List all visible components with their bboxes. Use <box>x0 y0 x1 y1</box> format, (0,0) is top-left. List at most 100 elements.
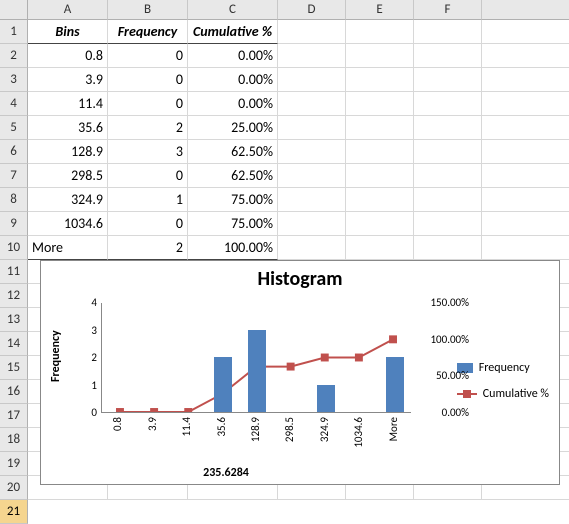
cell[interactable] <box>278 236 346 260</box>
cell[interactable] <box>278 92 346 116</box>
cell[interactable]: Cumulative % <box>188 20 278 44</box>
cell[interactable] <box>278 68 346 92</box>
cell[interactable]: 0 <box>108 164 188 188</box>
cell[interactable]: 2 <box>108 236 188 260</box>
cell[interactable] <box>346 92 414 116</box>
cell[interactable]: 0.00% <box>188 68 278 92</box>
cell[interactable] <box>278 164 346 188</box>
row-header[interactable]: 10 <box>0 236 28 260</box>
cell[interactable]: 3 <box>108 140 188 164</box>
row-header[interactable]: 2 <box>0 44 28 68</box>
cell[interactable] <box>482 116 569 140</box>
column-header[interactable]: C <box>188 0 278 20</box>
row-header[interactable]: 6 <box>0 140 28 164</box>
cell[interactable]: 25.00% <box>188 116 278 140</box>
cell[interactable]: 100.00% <box>188 236 278 260</box>
cell[interactable] <box>414 20 482 44</box>
cell[interactable]: 0.8 <box>28 44 108 68</box>
row-header[interactable]: 21 <box>0 500 28 524</box>
cell[interactable] <box>346 164 414 188</box>
embedded-chart[interactable]: Histogram Frequency 235.6284 Frequency C… <box>40 260 560 485</box>
cell[interactable] <box>482 92 569 116</box>
cell[interactable] <box>346 140 414 164</box>
row-header[interactable]: 4 <box>0 92 28 116</box>
cell[interactable] <box>482 188 569 212</box>
row-header[interactable]: 8 <box>0 188 28 212</box>
cell[interactable] <box>482 236 569 260</box>
cell[interactable] <box>414 164 482 188</box>
cell[interactable]: 1034.6 <box>28 212 108 236</box>
row-header[interactable]: 1 <box>0 20 28 44</box>
cell[interactable] <box>414 68 482 92</box>
row-header[interactable]: 19 <box>0 452 28 476</box>
cell[interactable]: 75.00% <box>188 188 278 212</box>
cell[interactable] <box>414 212 482 236</box>
cell[interactable]: 0 <box>108 44 188 68</box>
column-header[interactable] <box>482 0 569 20</box>
row-header[interactable]: 5 <box>0 116 28 140</box>
cell[interactable] <box>278 140 346 164</box>
cell[interactable]: 1 <box>108 188 188 212</box>
cell[interactable] <box>346 44 414 68</box>
cell[interactable]: 35.6 <box>28 116 108 140</box>
cell[interactable] <box>346 20 414 44</box>
cell[interactable] <box>278 44 346 68</box>
cell[interactable] <box>414 116 482 140</box>
cell[interactable] <box>278 212 346 236</box>
row-header[interactable]: 20 <box>0 476 28 500</box>
row-header[interactable]: 15 <box>0 356 28 380</box>
cell[interactable] <box>414 188 482 212</box>
cell[interactable]: 11.4 <box>28 92 108 116</box>
cell[interactable] <box>346 116 414 140</box>
cell[interactable]: More <box>28 236 108 260</box>
row-header[interactable]: 9 <box>0 212 28 236</box>
cell[interactable] <box>278 20 346 44</box>
cell[interactable]: 75.00% <box>188 212 278 236</box>
cell[interactable] <box>414 140 482 164</box>
row-header[interactable]: 3 <box>0 68 28 92</box>
cell[interactable] <box>482 140 569 164</box>
column-header[interactable]: F <box>414 0 482 20</box>
cell[interactable] <box>346 212 414 236</box>
cell[interactable] <box>278 116 346 140</box>
cell[interactable]: 298.5 <box>28 164 108 188</box>
row-header[interactable]: 7 <box>0 164 28 188</box>
cell[interactable]: 0.00% <box>188 92 278 116</box>
cell[interactable] <box>414 236 482 260</box>
row-header[interactable]: 11 <box>0 260 28 284</box>
cell[interactable] <box>414 92 482 116</box>
select-all-corner[interactable] <box>0 0 28 20</box>
column-header[interactable]: B <box>108 0 188 20</box>
cell[interactable]: 62.50% <box>188 164 278 188</box>
cell[interactable]: 0 <box>108 212 188 236</box>
cell[interactable] <box>278 188 346 212</box>
cell[interactable] <box>346 188 414 212</box>
cell[interactable] <box>482 44 569 68</box>
cell[interactable]: Frequency <box>108 20 188 44</box>
row-header[interactable]: 13 <box>0 308 28 332</box>
cell[interactable] <box>414 44 482 68</box>
cell[interactable] <box>482 164 569 188</box>
cell[interactable]: 62.50% <box>188 140 278 164</box>
column-header[interactable]: E <box>346 0 414 20</box>
cell[interactable]: 324.9 <box>28 188 108 212</box>
cell[interactable]: 0 <box>108 68 188 92</box>
cell[interactable] <box>346 68 414 92</box>
cell[interactable] <box>482 20 569 44</box>
row-header[interactable]: 12 <box>0 284 28 308</box>
cell[interactable]: 128.9 <box>28 140 108 164</box>
row-header[interactable]: 16 <box>0 380 28 404</box>
row-header[interactable]: 17 <box>0 404 28 428</box>
cell[interactable]: 3.9 <box>28 68 108 92</box>
cell[interactable]: 0 <box>108 92 188 116</box>
cell[interactable] <box>346 236 414 260</box>
cell[interactable] <box>482 68 569 92</box>
column-header[interactable]: A <box>28 0 108 20</box>
row-header[interactable]: 18 <box>0 428 28 452</box>
cell[interactable]: Bins <box>28 20 108 44</box>
column-header[interactable]: D <box>278 0 346 20</box>
cell[interactable]: 2 <box>108 116 188 140</box>
cell[interactable]: 0.00% <box>188 44 278 68</box>
cell[interactable] <box>482 212 569 236</box>
row-header[interactable]: 14 <box>0 332 28 356</box>
